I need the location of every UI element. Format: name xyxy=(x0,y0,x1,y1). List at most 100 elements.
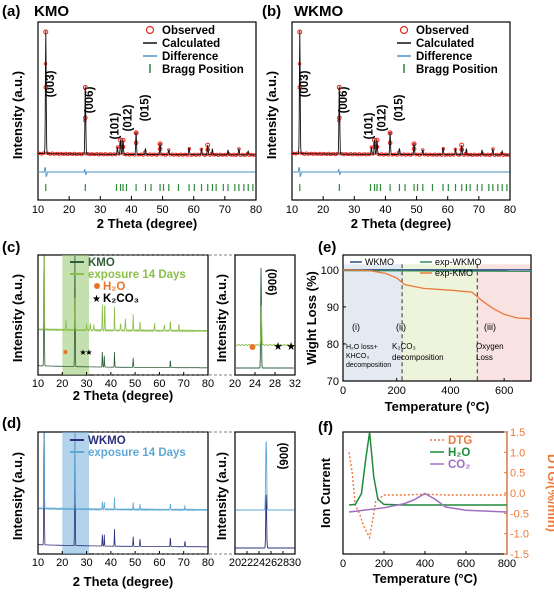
observed-point xyxy=(103,152,108,156)
peak-label: (101) xyxy=(364,112,376,139)
x-tick-label: 60 xyxy=(442,204,454,216)
x-tick-label: 70 xyxy=(473,204,485,216)
panel-c-zoom-xticks: 20 24 28 32 xyxy=(229,372,301,390)
x-tick-label: 70 xyxy=(219,204,231,216)
panel-b-frame xyxy=(291,21,511,201)
k2co3-marker: ★ xyxy=(85,348,92,357)
k2co3-marker: ★ xyxy=(79,348,86,357)
peak-label: (006) xyxy=(338,86,350,113)
y2-tick-label: -1.5 xyxy=(510,549,529,561)
panel-b-ylabel: Intensity (a.u.) xyxy=(264,71,279,159)
legend-entry: Difference xyxy=(416,51,472,63)
region-iii xyxy=(477,264,531,381)
series-line-exposed xyxy=(38,255,208,333)
panel-c-plot: ★★ xyxy=(38,255,208,369)
observed-point xyxy=(357,152,362,156)
panel-c-frame xyxy=(37,254,209,376)
y2-tick-label: 1.0 xyxy=(510,447,525,459)
panel-d-xlabel: 2 Theta (degree) xyxy=(73,574,173,589)
zoom-k2co3-marker: ★ xyxy=(286,341,296,353)
series-line-pristine xyxy=(38,432,208,548)
panel-d-zoom-xticks: 20 22 24 26 28 30 xyxy=(229,551,301,569)
panel-b-plot xyxy=(290,29,511,191)
x-tick-label: 80 xyxy=(202,378,214,390)
legend-entry: Observed xyxy=(162,25,215,37)
region-iii-line: Oxygen xyxy=(476,342,504,351)
x-tick-label: 20 xyxy=(317,204,329,216)
x-tick-label: 24 xyxy=(249,378,261,390)
legend-expw-label: exp-WKMO xyxy=(435,257,482,267)
observed-point xyxy=(371,152,375,156)
legend-observed-marker xyxy=(145,25,155,35)
x-tick-label: 10 xyxy=(286,204,298,216)
panel-a-plot xyxy=(36,29,257,191)
x-tick-label: 80 xyxy=(202,557,214,569)
x-tick-label: 800 xyxy=(498,558,516,570)
panel-b-xlabel: 2 Theta (degree) xyxy=(351,216,451,231)
panel-b-peak-labels: (003) (006) (101) (012) (015) xyxy=(299,70,406,139)
panel-b: (b) WKMO Intensity (a.u.) 2 Theta (degre… xyxy=(262,3,516,231)
legend-entry: Calculated xyxy=(416,38,474,50)
legend-dtg-label: DTG xyxy=(448,435,472,447)
panel-a-ylabel: Intensity (a.u.) xyxy=(10,71,25,159)
panel-e-regions xyxy=(343,264,531,381)
panel-c-ylabel: Intensity (a.u.) xyxy=(10,274,25,362)
x-tick-label: 0 xyxy=(340,558,346,570)
x-tick-label: 70 xyxy=(178,557,190,569)
panel-c-xticks: 10 20 30 40 50 60 70 80 xyxy=(32,372,214,390)
region-ii xyxy=(402,264,478,381)
region-i-line: decomposition xyxy=(346,362,391,369)
x-tick-label: 40 xyxy=(379,204,391,216)
x-tick-label: 32 xyxy=(289,378,301,390)
legend-entry: Bragg Position xyxy=(162,64,244,76)
zoom-series-exposed xyxy=(235,441,295,511)
region-i-line: H₂O loss+ xyxy=(346,344,378,351)
legend-entry: Bragg Position xyxy=(416,64,498,76)
zoom-series-pristine xyxy=(235,494,295,549)
panel-b-letter: (b) xyxy=(262,3,281,20)
legend-entry: Difference xyxy=(162,51,218,63)
y2-tick-label: -1.0 xyxy=(510,529,529,541)
y2-tick-label: 0.0 xyxy=(510,488,525,500)
x-tick-label: 70 xyxy=(178,378,190,390)
x-tick-label: 30 xyxy=(80,557,92,569)
x-tick-label: 20 xyxy=(63,204,75,216)
zoom-h2o-marker xyxy=(249,344,256,350)
region-i-line: KHCO₃ xyxy=(346,353,369,360)
panel-f: (f) Ion Current DTG/(%/min) Temperature … xyxy=(318,419,554,586)
tga-series-line xyxy=(342,269,532,272)
y-tick-label: 90 xyxy=(327,302,339,314)
y2-tick-label: -0.5 xyxy=(510,508,529,520)
tga-series-line xyxy=(342,269,532,320)
legend-entry: Calculated xyxy=(162,38,220,50)
peak-label: (006) xyxy=(84,86,96,113)
panel-c-zoom-frame xyxy=(234,254,296,376)
observed-point xyxy=(117,152,121,156)
legend-h2o-label: H₂O xyxy=(103,281,125,293)
legend-observed-marker xyxy=(399,25,409,35)
panel-f-xlabel: Temperature (°C) xyxy=(373,571,478,586)
peak-label: (012) xyxy=(377,104,389,131)
panel-e-region-labels: (i) H₂O loss+ KHCO₃ decomposition (ii) K₂CO₃ d… xyxy=(346,322,504,369)
x-tick-label: 20 xyxy=(56,557,68,569)
panel-d-xticks: 10 20 30 40 50 60 70 80 xyxy=(32,551,214,569)
x-tick-label: 50 xyxy=(129,378,141,390)
zoom-k2co3-marker: ★ xyxy=(273,341,283,353)
x-tick-label: 50 xyxy=(129,557,141,569)
panel-f-ticks: 0 200 400 600 800 1.5 1.0 0.5 0.0 -0.5 -1.0 -1.5 xyxy=(340,427,529,570)
panel-e-letter: (e) xyxy=(318,239,336,256)
x-tick-label: 10 xyxy=(32,204,44,216)
panel-a-peak-labels: (003) (006) (101) (012) (015) xyxy=(45,70,152,139)
observed-point xyxy=(156,152,161,156)
legend-exposed-label: exposure 14 Days xyxy=(88,447,186,459)
panel-b-title: WKMO xyxy=(294,3,343,20)
x-tick-label: 26 xyxy=(265,557,277,569)
x-tick-label: 24 xyxy=(253,557,265,569)
panel-c-zoom-plot: ★ ★ (006) xyxy=(235,267,296,369)
legend-wkmo-label: WKMO xyxy=(88,435,126,447)
y2-tick-label: 1.5 xyxy=(510,427,525,439)
x-tick-label: 200 xyxy=(388,385,406,397)
